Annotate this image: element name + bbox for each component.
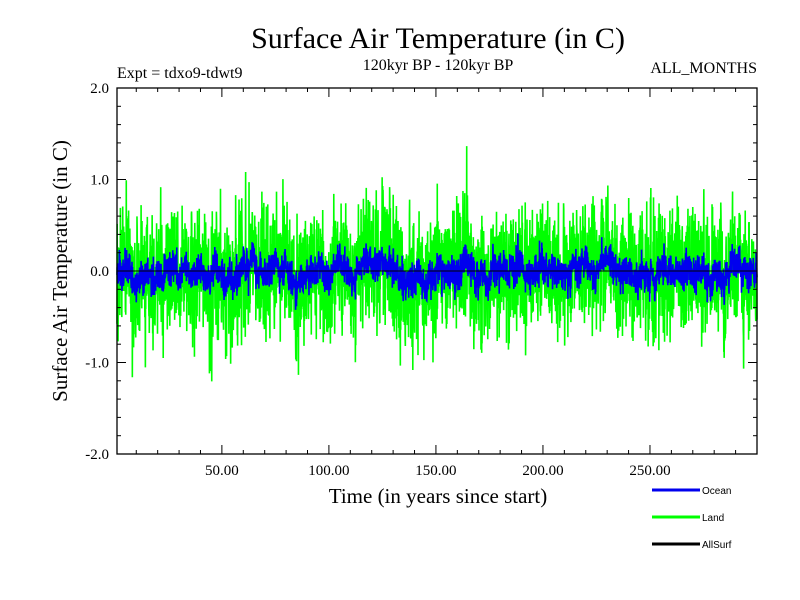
y-axis-label: Surface Air Temperature (in C) <box>48 140 72 402</box>
y-tick-label: 1.0 <box>90 173 109 189</box>
chart-title: Surface Air Temperature (in C) <box>251 22 625 55</box>
legend-label-allsurf: AllSurf <box>702 540 732 551</box>
legend-label-ocean: Ocean <box>702 486 731 497</box>
x-tick-label: 100.00 <box>308 463 349 479</box>
chart-subtitle-left: Expt = tdxo9-tdwt9 <box>117 65 242 82</box>
axis-layer: 50.00 100.00 150.00 200.00 250.00 -2.0 -1.0 0.0… <box>85 81 757 479</box>
series-line-ocean <box>116 233 758 310</box>
chart-subtitle-center: 120kyr BP - 120kyr BP <box>363 57 514 74</box>
y-tick-label: -1.0 <box>85 356 109 372</box>
y-tick-label: 0.0 <box>90 264 109 280</box>
x-tick-label: 50.00 <box>205 463 239 479</box>
x-tick-label: 150.00 <box>415 463 456 479</box>
chart-subtitle-right: ALL_MONTHS <box>650 60 757 77</box>
series-layer <box>116 146 758 382</box>
y-tick-label: -2.0 <box>85 447 109 463</box>
legend: Ocean Land AllSurf <box>652 486 732 551</box>
y-tick-label: 2.0 <box>90 81 109 97</box>
legend-label-land: Land <box>702 513 724 524</box>
x-tick-label: 250.00 <box>629 463 670 479</box>
x-axis-label: Time (in years since start) <box>329 484 548 508</box>
x-tick-label: 200.00 <box>522 463 563 479</box>
